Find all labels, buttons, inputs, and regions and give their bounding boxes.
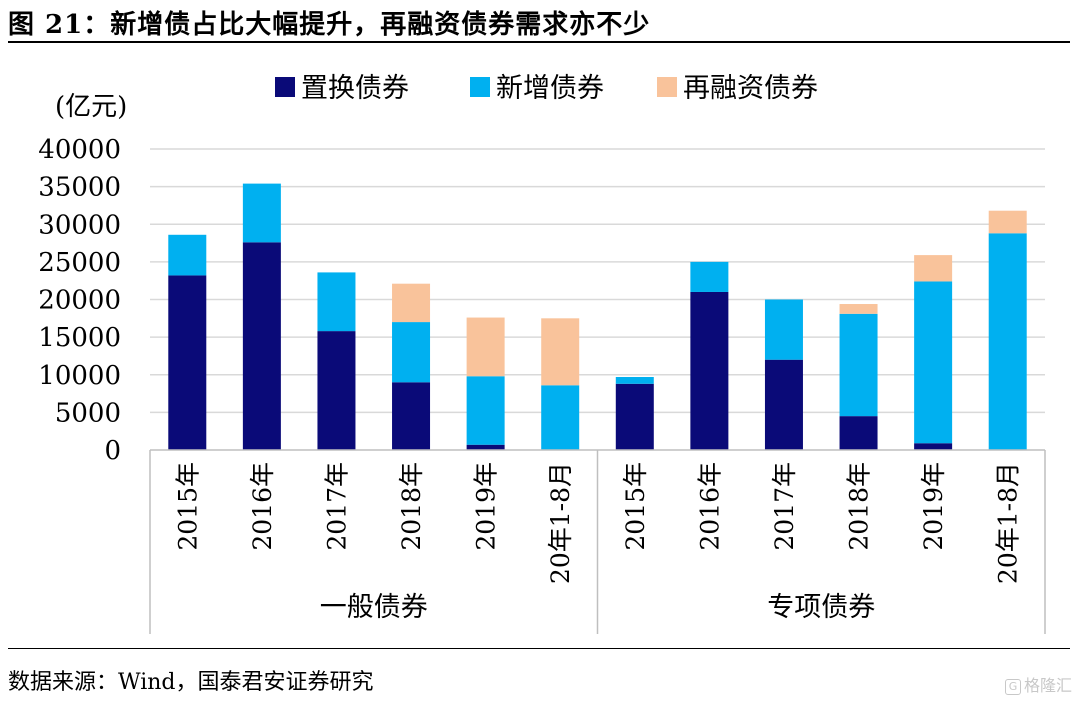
bar-segment-3-4 — [392, 283, 431, 323]
group-label: 专项债券 — [767, 592, 875, 623]
bar-segment-2-5 — [466, 376, 505, 445]
bar-segment-1-9 — [764, 359, 803, 450]
bar-segment-3-6 — [541, 318, 580, 386]
watermark: G 格隆汇 — [1004, 672, 1072, 696]
y-tick-label: 0 — [104, 436, 121, 466]
y-tick-label: 40000 — [38, 135, 121, 165]
bar-segment-2-7 — [615, 377, 654, 384]
bar-segment-1-3 — [317, 331, 356, 450]
x-tick-label: 20年1-8月 — [994, 462, 1023, 584]
x-tick-label: 2016年 — [695, 462, 724, 551]
y-tick-label: 25000 — [38, 248, 121, 278]
x-tick-label: 2016年 — [248, 462, 277, 551]
bar-segment-1-4 — [392, 382, 431, 450]
bar-segment-1-5 — [466, 444, 505, 450]
x-tick-label: 2017年 — [322, 462, 351, 551]
bar-segment-2-2 — [242, 183, 281, 243]
bar-segment-2-11 — [914, 281, 953, 444]
stacked-bar-chart: 0 5000 10000 15000 20000 25000 30000 35000 40000… — [38, 73, 1046, 634]
bar-segment-3-5 — [466, 317, 505, 377]
bar-segment-2-8 — [690, 261, 729, 292]
bar-segment-3-10 — [839, 304, 878, 314]
x-tick-label: 2018年 — [397, 462, 426, 551]
source-note: 数据来源：Wind，国泰君安证券研究 — [8, 670, 374, 695]
bar-segment-1-11 — [914, 443, 953, 450]
bar-segment-2-10 — [839, 313, 878, 417]
bar-segment-3-12 — [988, 210, 1027, 234]
title-rule — [8, 41, 1070, 43]
bar-segment-1-10 — [839, 416, 878, 450]
bar-segment-1-1 — [168, 275, 207, 450]
y-tick-label: 15000 — [38, 323, 121, 353]
bar-segment-2-1 — [168, 234, 207, 276]
x-tick-label: 2017年 — [770, 462, 799, 551]
x-tick-label: 2019年 — [919, 462, 948, 551]
x-tick-label: 2019年 — [472, 462, 501, 551]
x-tick-label: 2015年 — [173, 462, 202, 551]
y-axis-label: (亿元) — [55, 92, 127, 122]
legend-label-2: 新增债券 — [496, 73, 604, 104]
group-label: 一般债券 — [320, 592, 428, 623]
bar-segment-1-8 — [690, 291, 729, 450]
bar-segment-2-6 — [541, 385, 580, 450]
bar-segment-2-3 — [317, 272, 356, 332]
legend-swatch-1 — [275, 77, 295, 97]
bar-segment-2-12 — [988, 233, 1027, 450]
watermark-text: 格隆汇 — [1023, 676, 1072, 695]
y-tick-label: 20000 — [38, 286, 121, 316]
legend-label-3: 再融资债券 — [683, 73, 818, 104]
legend-label-1: 置换债券 — [301, 73, 409, 104]
figure-title: 图 21：新增债占比大幅提升，再融资债券需求亦不少 — [8, 10, 651, 40]
legend-swatch-3 — [657, 77, 677, 97]
x-tick-label: 20年1-8月 — [546, 462, 575, 584]
x-tick-label: 2018年 — [845, 462, 874, 551]
y-tick-label: 5000 — [55, 398, 121, 428]
y-tick-label: 10000 — [38, 361, 121, 391]
source-rule — [8, 648, 1070, 649]
y-tick-label: 35000 — [38, 173, 121, 203]
bar-segment-2-9 — [764, 299, 803, 360]
legend-swatch-2 — [470, 77, 490, 97]
y-tick-label: 30000 — [38, 210, 121, 240]
x-tick-label: 2015年 — [621, 462, 650, 551]
bar-segment-1-7 — [615, 383, 654, 450]
bar-segment-1-2 — [242, 242, 281, 450]
bar-segment-3-11 — [914, 255, 953, 282]
logo-g-icon: G — [1004, 679, 1021, 695]
bar-segment-2-4 — [392, 322, 431, 383]
